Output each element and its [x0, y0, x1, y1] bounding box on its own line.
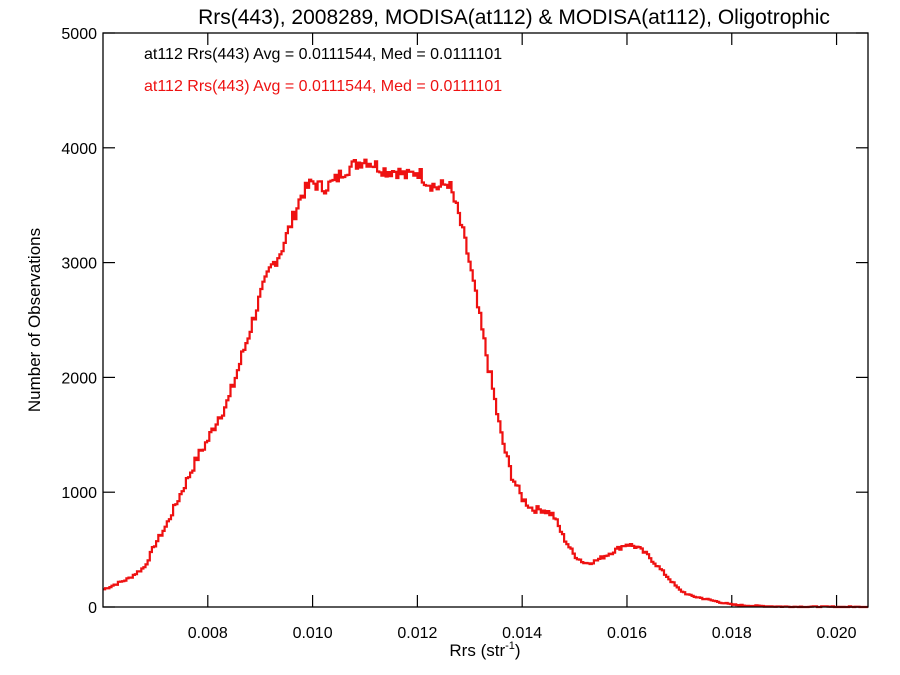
y-tick-label: 5000: [61, 26, 97, 43]
annotation-red: at112 Rrs(443) Avg = 0.0111544, Med = 0.…: [144, 78, 502, 95]
y-tick-label: 1000: [61, 485, 97, 502]
x-axis-label-close: ): [515, 641, 521, 660]
x-tick-label: 0.012: [397, 625, 437, 642]
x-axis-label-sup: -1: [505, 640, 515, 652]
x-axis-ticks: 0.008 0.010 0.012 0.014 0.016 0.018 0.020: [188, 33, 857, 642]
y-tick-label: 3000: [61, 256, 97, 273]
x-tick-label: 0.016: [607, 625, 647, 642]
x-tick-label: 0.020: [817, 625, 857, 642]
chart-title: Rrs(443), 2008289, MODISA(at112) & MODIS…: [198, 6, 830, 29]
y-axis-ticks: 0 1000 2000 3000 4000 5000: [61, 26, 868, 617]
y-tick-label: 4000: [61, 141, 97, 158]
y-tick-label: 2000: [61, 370, 97, 387]
x-tick-label: 0.014: [502, 625, 542, 642]
plot-frame: [102, 32, 869, 608]
x-tick-label: 0.008: [188, 625, 228, 642]
annotation-black: at112 Rrs(443) Avg = 0.0111544, Med = 0.…: [144, 46, 502, 63]
x-axis-label-base: Rrs (str: [449, 641, 505, 660]
x-tick-label: 0.018: [712, 625, 752, 642]
y-tick-label: 0: [88, 600, 97, 617]
x-axis-label: Rrs (str-1): [449, 640, 520, 660]
x-tick-label: 0.010: [293, 625, 333, 642]
y-axis-label: Number of Observations: [25, 228, 44, 412]
histogram-series-line: [103, 158, 868, 609]
